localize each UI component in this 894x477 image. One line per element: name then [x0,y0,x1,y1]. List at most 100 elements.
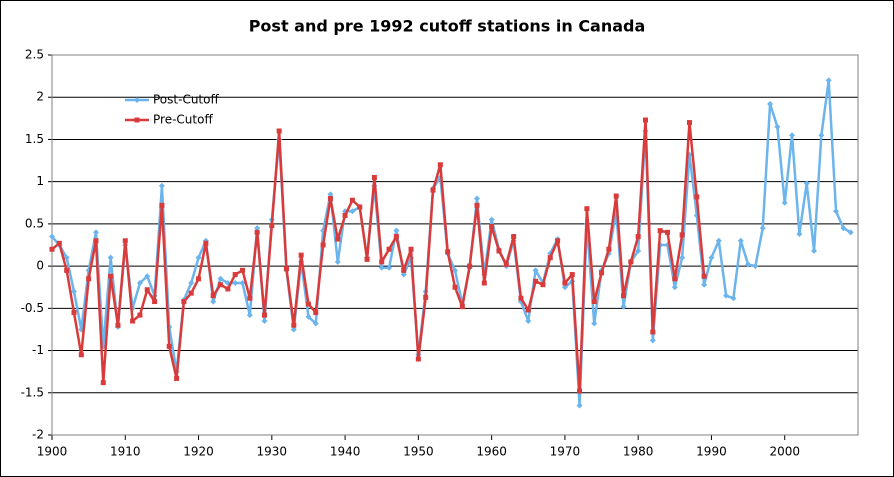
y-tick-label: 1.5 [25,132,44,146]
marker [708,254,715,261]
marker [203,240,209,246]
marker [650,329,656,335]
marker [599,270,605,276]
marker [232,280,239,286]
x-tick-label: 2000 [769,445,800,459]
marker [643,117,649,123]
marker [327,196,333,202]
marker [49,246,55,252]
x-tick-label: 1920 [183,445,214,459]
legend-label: Pre-Cutoff [153,113,213,127]
marker [188,290,194,296]
marker [393,227,400,234]
marker [672,276,678,282]
marker [327,191,334,198]
marker [115,322,121,328]
marker [349,197,355,203]
marker [276,128,282,134]
marker [496,248,502,254]
marker [745,261,752,268]
marker [196,276,202,282]
marker [86,276,92,282]
marker [781,199,788,206]
marker [833,208,840,215]
marker [93,238,99,244]
marker [540,282,546,288]
marker [247,295,253,301]
marker [188,280,195,286]
y-tick-label: 0 [36,259,44,273]
marker [232,272,238,278]
marker [269,223,275,229]
marker [283,266,289,272]
marker [679,232,685,238]
marker [481,280,487,286]
marker [144,273,151,280]
marker [108,273,114,279]
marker [840,225,847,232]
marker [467,263,473,269]
marker [752,263,759,270]
x-tick-label: 1930 [257,445,288,459]
marker [134,97,140,103]
marker [518,295,524,301]
marker [488,216,495,223]
marker [100,380,106,386]
marker [620,303,627,310]
marker [335,236,341,242]
marker [291,322,297,328]
marker [430,187,436,193]
marker [122,238,128,244]
marker [71,310,77,316]
marker [144,287,150,293]
marker [364,256,370,262]
marker [452,267,458,274]
marker [686,120,692,126]
marker [261,318,268,324]
marker [49,233,55,240]
y-tick-label: -0.5 [21,301,44,315]
marker [489,223,495,229]
marker [217,275,224,282]
marker [577,388,583,394]
x-tick-label: 1970 [550,445,581,459]
marker [210,298,217,305]
marker [408,246,414,252]
marker [107,254,114,261]
marker [547,255,553,261]
y-tick-label: -2 [32,428,44,442]
marker [159,202,165,208]
marker [473,195,480,202]
marker [334,258,341,265]
marker [305,313,312,320]
marker [261,312,267,318]
marker [254,225,261,232]
marker [459,304,465,310]
marker [415,356,421,362]
marker [635,247,642,254]
plot-area [51,54,859,436]
marker [591,320,598,327]
x-tick-label: 1950 [403,445,434,459]
marker [313,310,319,316]
marker [825,77,832,84]
marker [532,267,539,274]
legend-label: Post-Cutoff [153,93,219,107]
marker [56,240,62,246]
marker [371,174,377,180]
marker [437,162,443,168]
marker [767,100,774,107]
marker [78,352,84,358]
marker [847,229,854,236]
y-tick-label: 1 [36,174,44,188]
marker [158,182,165,189]
marker [305,301,311,307]
marker [136,280,143,286]
marker [737,237,744,244]
marker [195,254,202,261]
marker [92,229,99,236]
marker [70,288,77,295]
marker [423,294,429,300]
marker [393,234,399,240]
marker [803,180,810,187]
